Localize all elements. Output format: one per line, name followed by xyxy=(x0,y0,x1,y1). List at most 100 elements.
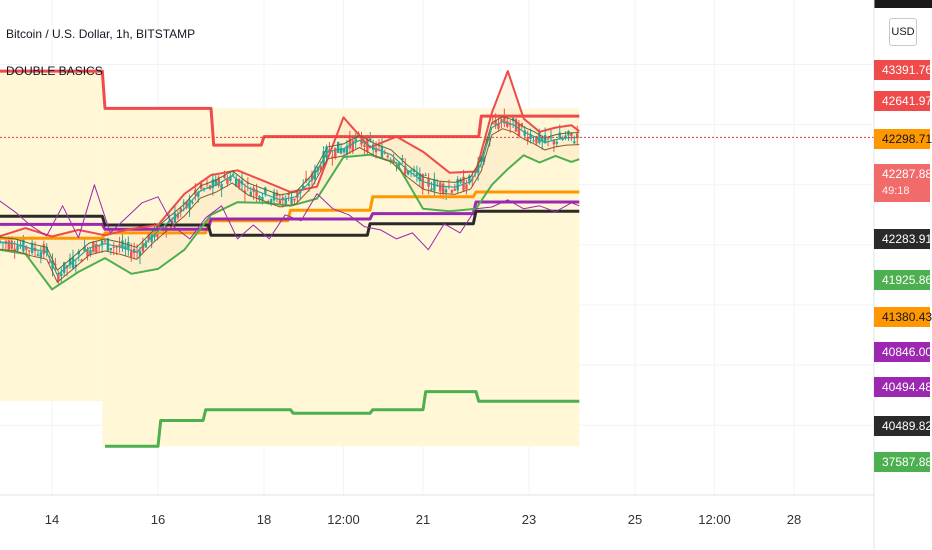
candle-body xyxy=(424,174,427,176)
candle-body xyxy=(552,139,556,145)
candle-body xyxy=(383,152,387,154)
x-tick-label: 12:00 xyxy=(327,512,360,527)
candle-body xyxy=(374,148,378,153)
candle-body xyxy=(293,198,296,201)
candle-body xyxy=(86,249,89,257)
price-tag: 43391.76 xyxy=(874,60,932,80)
candle-body xyxy=(535,135,538,144)
candle-body xyxy=(57,273,60,282)
candle-body xyxy=(28,250,31,252)
candle-body xyxy=(214,179,217,186)
candle-body xyxy=(415,173,419,176)
candle-body xyxy=(482,157,486,163)
candle-body xyxy=(290,198,293,204)
candle-body xyxy=(30,242,34,253)
candle-body xyxy=(95,244,98,253)
price-tag: 40494.48 xyxy=(874,377,932,397)
candle-body xyxy=(121,240,124,249)
candle-body xyxy=(261,196,264,201)
moving-averages xyxy=(0,116,580,284)
candle-body xyxy=(389,159,392,161)
candle-body xyxy=(310,173,314,181)
candle-body xyxy=(229,176,232,181)
candle-body xyxy=(386,155,389,158)
candle-body xyxy=(404,165,407,174)
x-tick-label: 23 xyxy=(521,512,537,527)
candle-body xyxy=(25,246,28,250)
candle-body xyxy=(337,141,340,153)
candle-body xyxy=(130,251,133,258)
x-tick-label: 16 xyxy=(150,512,166,527)
candle-body xyxy=(342,148,346,153)
candle-body xyxy=(234,178,238,187)
candle-body xyxy=(255,189,258,197)
candle-body xyxy=(456,179,459,191)
candle-body xyxy=(439,182,442,192)
candle-body xyxy=(226,179,229,184)
candle-body xyxy=(517,124,521,137)
price-tag: 42287.88 49:18 xyxy=(874,164,932,202)
series-line-3 xyxy=(0,200,580,231)
candle-body xyxy=(179,208,182,213)
currency-button[interactable]: USD xyxy=(889,18,917,46)
indicator-label[interactable]: DOUBLE BASICS xyxy=(6,64,103,78)
x-tick-label: 14 xyxy=(44,512,60,527)
candle-body xyxy=(406,170,410,175)
candle-body xyxy=(249,191,252,197)
price-tag: 41380.43 xyxy=(874,307,932,327)
candle-body xyxy=(147,232,150,240)
candle-body xyxy=(243,190,247,194)
series-line-7 xyxy=(0,121,580,276)
candle-body xyxy=(465,184,468,190)
candle-body xyxy=(363,144,366,147)
candle-body xyxy=(441,183,445,195)
candle-body xyxy=(22,238,25,252)
candle-body xyxy=(523,130,526,136)
candle-body xyxy=(269,199,273,203)
series-line-0 xyxy=(0,69,580,147)
candle-body xyxy=(508,123,512,126)
candle-body xyxy=(351,140,354,152)
candle-body xyxy=(191,202,194,204)
candle-body xyxy=(16,245,19,251)
candle-body xyxy=(13,248,16,251)
candle-body xyxy=(520,123,524,127)
price-tag: 40846.00 xyxy=(874,342,932,362)
candle-body xyxy=(48,262,51,264)
chart-title: Bitcoin / U.S. Dollar, 1h, BITSTAMP xyxy=(6,27,196,41)
x-tick-label: 18 xyxy=(256,512,272,527)
candle-body xyxy=(60,273,63,277)
candle-body xyxy=(348,138,352,149)
candle-body xyxy=(459,179,462,183)
candle-body xyxy=(506,121,509,127)
candle-body xyxy=(124,245,127,249)
candle-body xyxy=(74,264,78,267)
candle-body xyxy=(302,185,305,191)
candle-body xyxy=(514,119,518,132)
candle-body xyxy=(476,162,480,173)
candle-body xyxy=(264,187,267,194)
candle-body xyxy=(334,147,337,158)
candle-body xyxy=(141,243,145,252)
candle-body xyxy=(112,246,115,248)
candle-body xyxy=(220,184,223,189)
candle-body xyxy=(284,198,287,205)
x-tick-label: 12:00 xyxy=(698,512,731,527)
candle-body xyxy=(39,252,43,258)
candle-body xyxy=(491,122,494,124)
candle-body xyxy=(526,137,529,141)
candle-body xyxy=(68,258,72,266)
candle-body xyxy=(97,245,101,247)
candle-body xyxy=(100,240,104,246)
candle-body xyxy=(339,148,343,154)
x-tick-label: 21 xyxy=(415,512,431,527)
candle-body xyxy=(538,132,541,144)
candle-body xyxy=(185,201,188,208)
countdown-label: 49:18 xyxy=(882,185,910,197)
candle-body xyxy=(369,138,372,141)
series-line-8 xyxy=(0,184,580,251)
candle-body xyxy=(278,200,282,204)
candle-body xyxy=(144,242,148,248)
candle-body xyxy=(237,179,241,188)
